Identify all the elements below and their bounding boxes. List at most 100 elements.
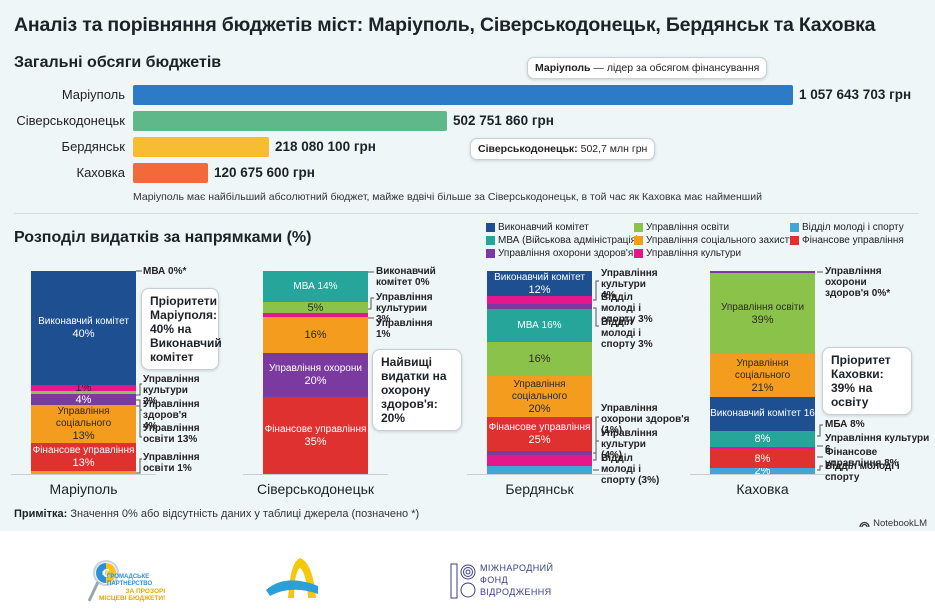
bar-segment-mva: МВА 14%: [263, 271, 368, 303]
legend-label: Виконавчий комітет: [498, 222, 589, 233]
callout-kakhovka-priority: Пріоритет Каховки: 39% на освіту: [822, 347, 912, 415]
budget-bar: [133, 85, 793, 105]
bar-segment-culture: [487, 296, 592, 305]
bar-segment-education: 5%: [263, 301, 368, 314]
logo-irf-text: МІЖНАРОДНИЙ ФОНД ВІДРОДЖЕННЯ: [480, 562, 553, 598]
logo-irf-line: МІЖНАРОДНИЙ: [480, 563, 554, 573]
connector-line: [593, 280, 599, 301]
bar-segment-social: Управління соціального 21%: [710, 353, 815, 398]
logo-partnership-line: ПАРТНЕРСТВО: [107, 580, 153, 587]
bar-category-label: Бердянськ: [61, 139, 125, 154]
annotation: Виконавчий комітет 0%: [376, 266, 436, 288]
stacked-bar: Виконавчий комітет 40% 1% 4% Управління соці…: [31, 271, 136, 475]
bar-segment-mva: 8%: [710, 430, 815, 448]
connector-line: [136, 405, 142, 411]
segment-label: Фінансове управління: [264, 423, 367, 435]
bar-segment-social: Управління соціального 13%: [31, 405, 136, 444]
section-divider: [14, 213, 919, 214]
bar-segment-vykonkom: Виконавчий комітет 12%: [487, 271, 592, 297]
bar-segment-health: 4%: [31, 393, 136, 406]
legend-item: Управління культури: [634, 248, 741, 259]
legend-swatch: [634, 236, 643, 245]
baseline: [11, 474, 156, 475]
legend-swatch: [634, 249, 643, 258]
segment-label: 20%: [304, 374, 327, 387]
bar-category-label: Каховка: [76, 165, 126, 180]
stacked-bar: МВА 14% 5% 16% Управління охорони 20% Фінансо…: [263, 271, 368, 475]
bar-segment-youth: [487, 465, 592, 475]
city-label: Маріуполь: [49, 481, 118, 497]
legend-item: Фінансове управління: [790, 235, 904, 246]
connector-line: [817, 465, 823, 471]
bar-segment-culture: [263, 312, 368, 318]
segment-label: Фінансове управління: [32, 445, 135, 457]
note: Примітка: Значення 0% або відсутність да…: [14, 508, 419, 520]
legend-swatch: [790, 236, 799, 245]
stacked-bar: Виконавчий комітет 12% МВА 16% 16% Управлінн…: [487, 271, 592, 475]
bar-segment-social: 16%: [263, 317, 368, 354]
notebooklm-brand: NotebookLM: [859, 518, 927, 529]
annotation: Управління освіти 1%: [143, 452, 200, 474]
annotation: МБА 8%: [825, 419, 865, 430]
annotation-connectors: [136, 270, 823, 474]
budgets-caption: Маріуполь має найбільший абсолютний бюдж…: [133, 191, 762, 203]
annotation: Відділ молоді і спорту 3%: [601, 292, 653, 325]
segment-label: 20%: [528, 402, 551, 415]
bar-value-label: 1 057 643 703 грн: [799, 87, 912, 102]
legend-item: Виконавчий комітет: [486, 222, 589, 233]
segment-label: 1%: [75, 385, 92, 392]
svg-text:€: €: [101, 567, 110, 580]
note-text: Значення 0% або відсутність даних у табл…: [67, 508, 420, 520]
segment-label: Управління соціального: [55, 406, 112, 430]
segment-label: 2%: [754, 467, 771, 475]
annotation: Управління охорони здоров'я (1%): [601, 403, 690, 436]
legend-item: Відділ молоді і спорту: [790, 222, 904, 233]
connector-line: [368, 297, 374, 310]
segment-label: 8%: [754, 452, 771, 465]
annotation: Управління освіти 13%: [143, 423, 200, 445]
legend-swatch: [634, 223, 643, 232]
segment-label: Виконавчий комітет: [494, 271, 585, 283]
bar-value-label: 502 751 860 грн: [453, 113, 554, 128]
ukraine-arch-logo-icon: [266, 558, 318, 598]
legend-item: Управління соціального захисту: [634, 235, 794, 246]
connector-line: [593, 307, 599, 327]
bar-category-label: Сіверськодонецьк: [16, 113, 125, 128]
segment-label: Фінансове управління: [488, 422, 591, 434]
bar-segment-culture: [487, 455, 592, 467]
callout-sievierodonetsk-bold: Сіверськодонецьк:: [478, 143, 578, 155]
bar-segment-vykonkom: Виконавчий комітет 16: [710, 397, 815, 431]
legend-label: Фінансове управління: [802, 235, 904, 246]
callout-mariupol-priority: Пріоритети Маріуполя: 40% на Виконавчий …: [141, 288, 222, 370]
bar-category-label: Маріуполь: [61, 87, 125, 102]
segment-label: 13%: [72, 430, 95, 443]
connector-line: [136, 399, 142, 438]
logo-partnership-line: МІСЦЕВІ БЮДЖЕТИ!: [99, 595, 166, 602]
segment-label: 25%: [528, 434, 551, 447]
note-label: Примітка:: [14, 508, 68, 520]
baseline: [690, 474, 835, 475]
connector-line: [593, 440, 599, 461]
legend-swatch: [790, 223, 799, 232]
magnifier-logo-icon: €: [87, 560, 119, 602]
bar-segment-finance: Фінансове управління 35%: [263, 396, 368, 475]
callout-sievierodonetsk-text: 502,7 млн грн: [577, 143, 648, 155]
bar-segment-education: [31, 391, 136, 395]
notebooklm-label: NotebookLM: [873, 518, 927, 529]
legend-label: Управління соціального захисту: [646, 235, 795, 246]
budgets-heading: Загальні обсяги бюджетів: [14, 54, 222, 71]
connector-line: [136, 458, 142, 474]
annotation: Управління культури 2%: [143, 374, 200, 407]
stacked-bar: Управління освіти 39% Управління соціально…: [710, 271, 815, 475]
connector-line: [136, 383, 142, 396]
bar-segment-education: 16%: [487, 342, 592, 377]
annotation: Відділ молоді і спорту (3%): [601, 453, 660, 486]
bar-segment-finance: Фінансове управління 13%: [31, 442, 136, 472]
bar-segment-finance: 8%: [710, 449, 815, 469]
baseline: [467, 474, 612, 475]
logo-partnership-line: ЗА ПРОЗОРІ: [125, 588, 166, 595]
irf-logo-icon: [450, 563, 476, 599]
segment-label: 12%: [528, 283, 551, 296]
legend-item: Управління освіти: [634, 222, 729, 233]
bar-segment-finance: Фінансове управління 25%: [487, 417, 592, 452]
